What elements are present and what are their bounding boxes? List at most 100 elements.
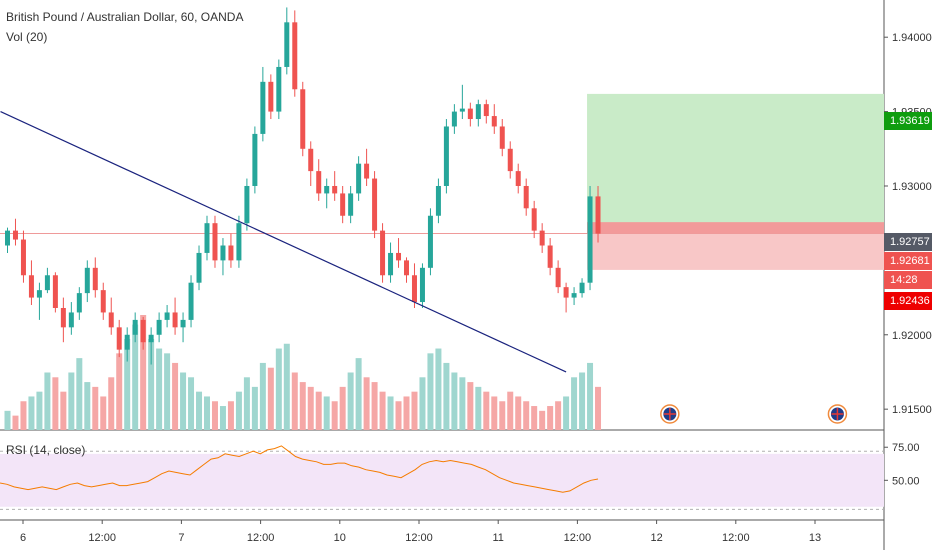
- volume-bar: [180, 372, 187, 430]
- volume-bar: [267, 367, 274, 430]
- volume-bar: [363, 377, 370, 430]
- volume-bar: [108, 377, 115, 430]
- candle-body: [308, 148, 314, 172]
- price-tick-label: 1.94000: [892, 32, 932, 44]
- candle-body: [316, 171, 322, 194]
- candle-body: [5, 230, 10, 246]
- candle-body: [388, 252, 394, 276]
- volume-bar: [451, 372, 458, 430]
- candle-body: [236, 223, 242, 261]
- candle-body: [164, 312, 170, 320]
- candle-body: [475, 104, 481, 120]
- volume-bar: [331, 401, 338, 430]
- candle-body: [292, 22, 298, 90]
- profit-zone: [587, 93, 884, 234]
- price-tick-label: 1.93000: [892, 181, 932, 193]
- volume-bar: [379, 391, 386, 430]
- candle-body: [84, 267, 90, 294]
- australia-flag-icon[interactable]: [660, 404, 680, 424]
- volume-bar: [563, 396, 570, 430]
- volume-bar: [595, 386, 602, 430]
- volume-bar: [323, 396, 330, 430]
- candle-body: [68, 312, 74, 328]
- volume-bar: [403, 396, 410, 430]
- volume-bar: [467, 382, 474, 430]
- volume-bar: [355, 358, 362, 430]
- candle-body: [396, 252, 402, 261]
- volume-bar: [251, 386, 258, 430]
- candle-body: [499, 126, 505, 149]
- volume-bar: [315, 391, 322, 430]
- volume-bar: [475, 386, 482, 430]
- time-tick-label: 12:00: [405, 532, 433, 544]
- volume-bar: [587, 362, 594, 430]
- candle-body: [140, 319, 146, 343]
- volume-bar: [571, 377, 578, 430]
- price-tick-label: 1.92000: [892, 330, 932, 342]
- candle-body: [523, 185, 529, 209]
- volume-bar: [116, 353, 123, 430]
- volume-bar: [579, 372, 586, 430]
- volume-bar: [499, 401, 506, 430]
- volume-bar: [164, 353, 171, 430]
- candle-body: [220, 245, 226, 261]
- volume-bar: [291, 372, 298, 430]
- open-pnl-zone: [587, 222, 884, 234]
- candle-body: [44, 275, 50, 291]
- rsi-indicator-label[interactable]: RSI (14, close): [6, 443, 86, 457]
- volume-bar: [156, 348, 163, 430]
- volume-bar: [283, 343, 290, 430]
- chart-title: British Pound / Australian Dollar, 60, O…: [6, 10, 244, 24]
- volume-bar: [4, 410, 11, 430]
- candle-body: [411, 275, 417, 303]
- candle-body: [204, 223, 210, 253]
- candle-body: [28, 275, 34, 298]
- candle-body: [20, 239, 26, 276]
- candle-body: [451, 111, 457, 127]
- candle-body: [380, 230, 386, 276]
- candle-body: [92, 267, 98, 291]
- candle-body: [539, 230, 545, 246]
- candle-body: [587, 196, 593, 283]
- volume-bar: [483, 391, 490, 430]
- volume-bar: [68, 372, 75, 430]
- candle-body: [507, 148, 513, 172]
- trendline: [0, 111, 567, 373]
- volume-bar: [531, 406, 538, 430]
- candle-body: [132, 319, 138, 335]
- candle-body: [595, 196, 601, 234]
- volume-bar: [427, 353, 434, 430]
- volume-bar: [243, 377, 250, 430]
- target-price-badge: 1.93619: [884, 112, 932, 130]
- volume-bar: [36, 391, 43, 430]
- candle-body: [356, 163, 362, 194]
- volume-bar: [515, 396, 522, 430]
- candle-body: [404, 260, 409, 276]
- volume-bar: [507, 391, 514, 430]
- volume-bar: [196, 391, 203, 430]
- candle-body: [156, 319, 162, 335]
- candle-body: [467, 108, 473, 120]
- volume-indicator-label[interactable]: Vol (20): [6, 30, 48, 44]
- candle-body: [443, 126, 449, 186]
- time-tick-label: 12:00: [722, 532, 750, 544]
- volume-bar: [435, 348, 442, 430]
- volume-bar: [307, 386, 314, 430]
- candle-body: [188, 282, 194, 320]
- candle-body: [435, 185, 441, 216]
- candle-body: [108, 312, 114, 328]
- loss-zone: [587, 233, 884, 270]
- candle-body: [555, 267, 561, 288]
- volume-bar: [235, 391, 242, 430]
- volume-bar: [188, 377, 195, 430]
- candle-body: [148, 334, 154, 343]
- candle-body: [180, 319, 186, 328]
- volume-bar: [132, 324, 139, 430]
- volume-bar: [371, 382, 378, 430]
- volume-bar: [387, 396, 394, 430]
- uk-flag-icon[interactable]: [827, 404, 848, 424]
- volume-bar: [76, 358, 83, 430]
- volume-bar: [347, 372, 354, 430]
- time-tick-label: 12:00: [247, 532, 275, 544]
